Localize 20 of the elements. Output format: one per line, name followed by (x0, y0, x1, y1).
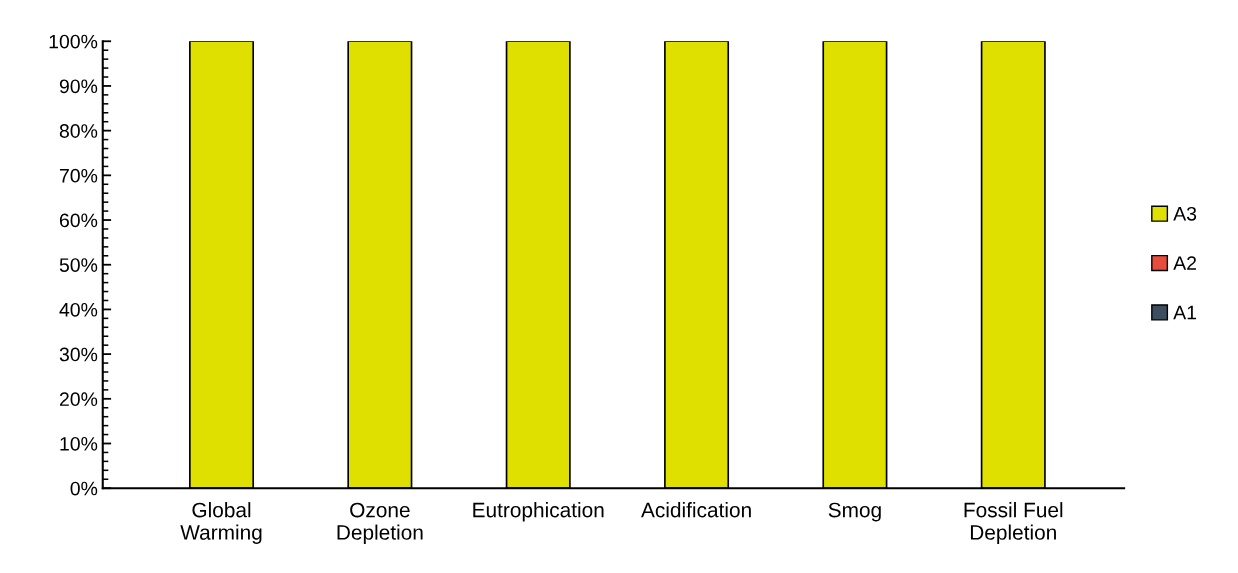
x-tick-label: Fossil Fuel Depletion (964, 502, 1063, 544)
legend-label: A1 (1173, 305, 1197, 320)
legend-label: A3 (1173, 206, 1197, 221)
y-tick-label: 30% (59, 347, 98, 362)
x-tick-label: Acidification (641, 502, 751, 518)
x-tick-label: Ozone Depletion (337, 502, 423, 544)
y-tick-label: 10% (60, 436, 98, 451)
x-tick-label: Smog (828, 502, 881, 522)
y-tick-label: 40% (59, 302, 98, 317)
y-tick-label: 70% (59, 168, 98, 183)
x-tick-label: Global Warming (180, 502, 262, 544)
y-tick-label: 0% (70, 481, 98, 496)
y-tick-label: 60% (59, 213, 98, 228)
x-tick-label: Eutrophication (473, 502, 604, 522)
y-tick-label: 100% (49, 34, 98, 49)
y-tick-label: 20% (59, 392, 98, 407)
y-tick-label: 80% (59, 124, 98, 138)
y-tick-label: 90% (59, 79, 98, 94)
legend-label: A2 (1173, 256, 1197, 270)
y-tick-label: 50% (59, 258, 98, 272)
